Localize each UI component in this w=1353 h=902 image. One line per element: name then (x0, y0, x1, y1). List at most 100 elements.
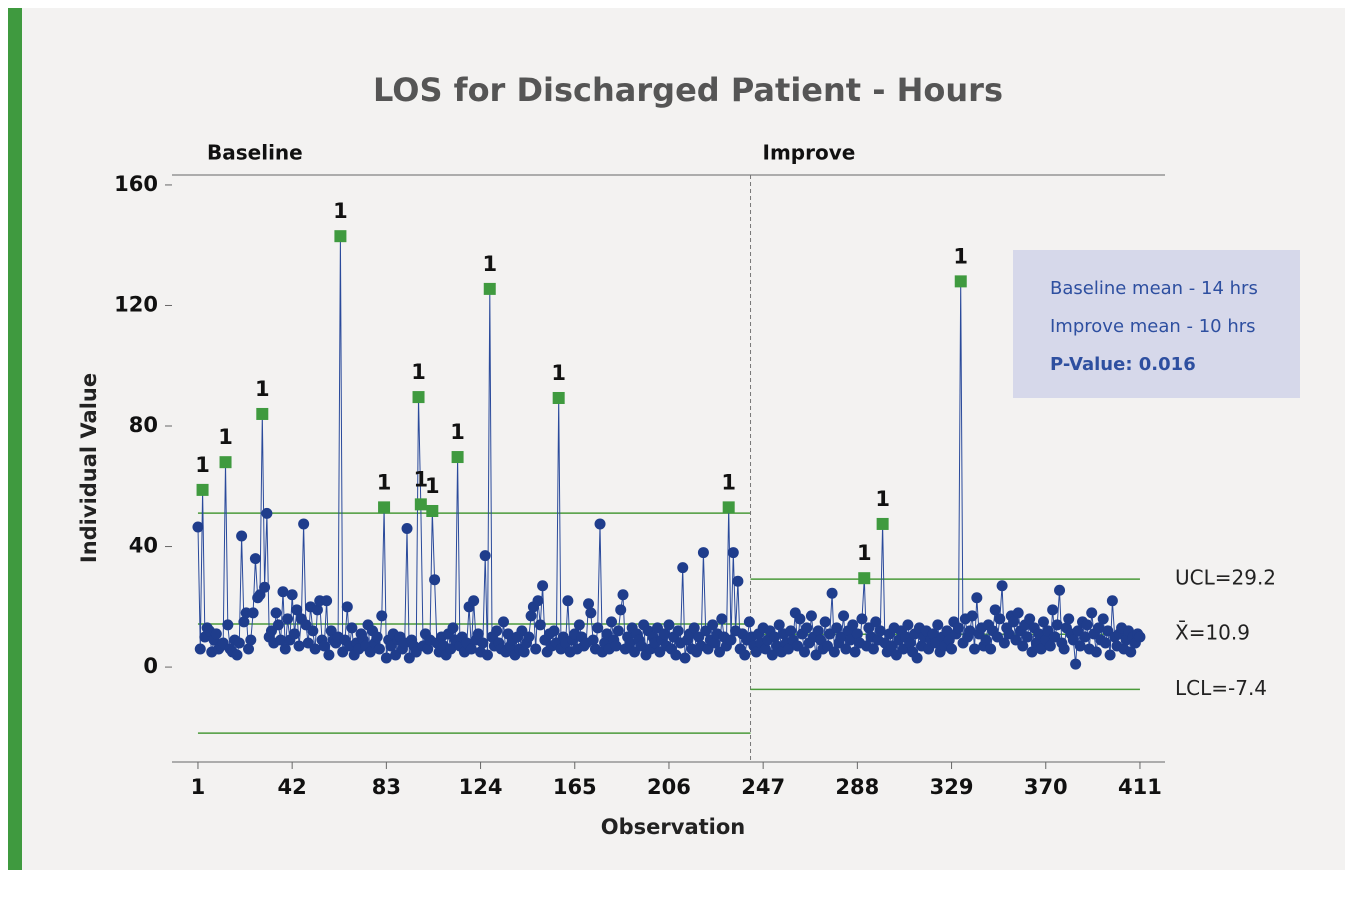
x-tick-label: 42 (278, 775, 307, 799)
data-point (1054, 584, 1066, 596)
data-point (994, 613, 1006, 625)
data-point (518, 646, 530, 658)
flag-label: 1 (450, 420, 465, 444)
data-point (1099, 637, 1111, 649)
data-point (380, 652, 392, 664)
flagged-point (256, 407, 269, 420)
data-point (980, 634, 992, 646)
flagged-point (483, 282, 496, 295)
data-point (932, 619, 944, 631)
flag-label: 1 (377, 470, 392, 494)
data-point (373, 643, 385, 655)
data-point (318, 640, 330, 652)
phase-label: Baseline (207, 141, 303, 165)
data-point (247, 607, 259, 619)
data-point (769, 631, 781, 643)
data-point (743, 616, 755, 628)
x-tick-label: 411 (1118, 775, 1162, 799)
data-point (1044, 640, 1056, 652)
phase-label: Improve (763, 141, 856, 165)
data-point (307, 625, 319, 637)
data-point (210, 628, 222, 640)
data-point (243, 643, 255, 655)
data-point (739, 649, 751, 661)
flag-label: 1 (414, 467, 429, 491)
data-point (927, 628, 939, 640)
data-point (288, 628, 300, 640)
data-point (985, 643, 997, 655)
data-point (677, 562, 689, 574)
data-point (261, 507, 273, 519)
flagged-point (876, 517, 889, 530)
x-tick-label: 206 (647, 775, 691, 799)
data-point (573, 619, 585, 631)
data-point (592, 622, 604, 634)
x-tick-label: 247 (741, 775, 785, 799)
y-tick-label: 160 (114, 172, 158, 196)
x-tick-label: 329 (930, 775, 974, 799)
data-point (805, 610, 817, 622)
data-point (371, 631, 383, 643)
data-point (309, 643, 321, 655)
data-point (1079, 631, 1091, 643)
annotation-box (1013, 250, 1300, 398)
data-point (911, 652, 923, 664)
data-point (238, 616, 250, 628)
annotation: Improve mean - 10 hrs (1050, 316, 1256, 337)
flag-label: 1 (218, 425, 233, 449)
data-point (525, 610, 537, 622)
data-point (323, 649, 335, 661)
data-point (562, 595, 574, 607)
data-point (311, 604, 323, 616)
data-point (298, 518, 310, 530)
data-point (293, 640, 305, 652)
data-point (236, 530, 248, 542)
data-point (716, 613, 728, 625)
data-point (1090, 646, 1102, 658)
data-point (941, 625, 953, 637)
data-point (587, 634, 599, 646)
x-tick-label: 370 (1024, 775, 1068, 799)
data-point (1047, 604, 1059, 616)
data-point (346, 622, 358, 634)
data-point (828, 646, 840, 658)
data-point (1081, 619, 1093, 631)
flagged-point (954, 275, 967, 288)
data-point (794, 613, 806, 625)
data-point (670, 649, 682, 661)
data-point (532, 595, 544, 607)
data-point (465, 643, 477, 655)
x-axis-title: Observation (601, 815, 745, 839)
data-point (445, 643, 457, 655)
data-point (812, 625, 824, 637)
x-tick-label: 288 (835, 775, 879, 799)
flag-label: 1 (953, 244, 968, 268)
data-point (709, 637, 721, 649)
control-label: X̄=10.9 (1175, 620, 1250, 645)
data-point (856, 613, 868, 625)
data-point (272, 619, 284, 631)
data-point (902, 619, 914, 631)
data-point (192, 521, 204, 533)
flagged-point (414, 498, 427, 511)
data-point (291, 604, 303, 616)
data-point (1104, 649, 1116, 661)
data-point (725, 634, 737, 646)
data-point (831, 622, 843, 634)
x-tick-label: 124 (459, 775, 503, 799)
data-point (1070, 658, 1082, 670)
flag-label: 1 (425, 474, 440, 498)
accent-bar (8, 8, 22, 870)
data-point (259, 581, 271, 593)
annotation: P-Value: 0.016 (1050, 354, 1196, 375)
annotation: Baseline mean - 14 hrs (1050, 278, 1258, 299)
y-tick-label: 80 (129, 413, 158, 437)
data-point (782, 643, 794, 655)
data-point (1106, 595, 1118, 607)
data-point (585, 607, 597, 619)
data-point (966, 610, 978, 622)
data-point (1021, 631, 1033, 643)
data-point (870, 616, 882, 628)
flagged-point (334, 230, 347, 243)
data-point (971, 592, 983, 604)
